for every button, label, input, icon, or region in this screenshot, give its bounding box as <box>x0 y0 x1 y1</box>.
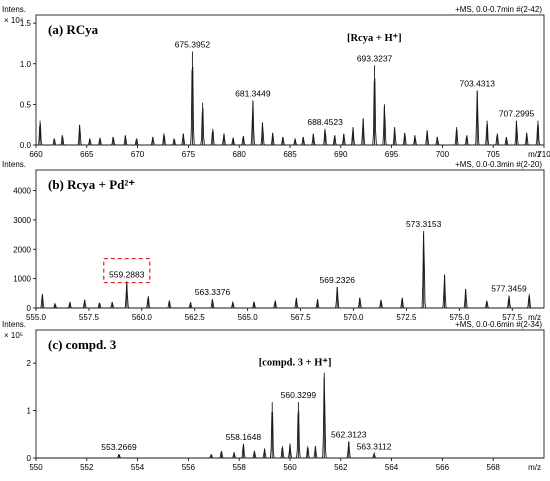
y-tick-label: 2 <box>27 359 32 368</box>
x-tick-label: 568 <box>487 463 501 472</box>
x-tick-label: 555.0 <box>26 313 47 322</box>
x-tick-label: 705 <box>487 150 501 159</box>
x-tick-label: 558 <box>233 463 247 472</box>
x-axis-unit: m/z <box>528 463 541 472</box>
acquisition-info: +MS, 0.0-0.7min #(2-42) <box>455 5 542 14</box>
peak-label: 573.3153 <box>406 219 442 229</box>
peak-label: 553.2669 <box>101 442 137 452</box>
ion-annotation: [Rcya + H⁺] <box>347 33 402 44</box>
x-tick-label: 562 <box>334 463 348 472</box>
x-tick-label: 700 <box>436 150 450 159</box>
x-tick-label: 660 <box>29 150 43 159</box>
peak-label: 688.4523 <box>307 117 343 127</box>
highlight-box <box>103 257 151 284</box>
spectrum-panel-b: Intens. +MS, 0.0-0.3min #(2-20) (b) Rcya +… <box>2 160 545 322</box>
x-tick-label: 710 <box>537 150 550 159</box>
x-tick-label: 680 <box>233 150 247 159</box>
y-tick-label: 0 <box>27 454 32 463</box>
x-tick-label: 550 <box>29 463 43 472</box>
y-axis-exponent: × 10⁵ <box>4 331 23 340</box>
peak-label: 560.3299 <box>281 390 317 400</box>
acquisition-info: +MS, 0.0-0.6min #(2-34) <box>455 320 542 329</box>
y-tick-label: 0.5 <box>20 100 32 109</box>
x-tick-label: 685 <box>283 150 297 159</box>
panel-title: (c) compd. 3 <box>48 337 117 352</box>
spectrum-panel-c: Intens. × 10⁵ +MS, 0.0-0.6min #(2-34) (c) c… <box>2 320 545 472</box>
x-tick-label: 565.0 <box>238 313 259 322</box>
x-tick-label: 562.5 <box>185 313 206 322</box>
x-tick-label: 670 <box>131 150 145 159</box>
x-tick-label: 575.0 <box>449 313 470 322</box>
y-tick-label: 2000 <box>13 245 31 254</box>
x-tick-label: 557.5 <box>79 313 100 322</box>
y-axis-label: Intens. <box>2 5 26 14</box>
x-tick-label: 567.5 <box>291 313 312 322</box>
x-tick-label: 690 <box>334 150 348 159</box>
y-tick-label: 4000 <box>13 187 31 196</box>
peak-label: 569.2326 <box>320 275 356 285</box>
y-axis-label: Intens. <box>2 320 26 329</box>
peak-label: 563.3112 <box>357 441 392 451</box>
peak-label: 681.3449 <box>235 88 271 98</box>
x-tick-label: 665 <box>80 150 94 159</box>
y-tick-label: 3000 <box>13 216 31 225</box>
y-tick-label: 1.5 <box>20 19 32 28</box>
x-tick-label: 552 <box>80 463 94 472</box>
y-axis-label: Intens. <box>2 160 26 169</box>
ion-annotation: [compd. 3 + H⁺] <box>259 358 332 369</box>
panel-title: (a) RCya <box>48 22 99 37</box>
peak-label: 562.3123 <box>331 429 367 439</box>
peak-label: 559.2883 <box>109 270 145 280</box>
x-tick-label: 675 <box>182 150 196 159</box>
peak-label: 693.3237 <box>357 53 393 63</box>
x-tick-label: 560 <box>283 463 297 472</box>
x-tick-label: 554 <box>131 463 145 472</box>
y-tick-label: 0 <box>27 304 32 313</box>
panel-title: (b) Rcya + Pd²⁺ <box>48 177 135 192</box>
y-tick-label: 0.0 <box>20 141 32 150</box>
x-tick-label: 570.0 <box>343 313 364 322</box>
x-tick-label: 566 <box>436 463 450 472</box>
x-tick-label: 695 <box>385 150 399 159</box>
x-tick-label: 572.5 <box>396 313 417 322</box>
y-tick-label: 1000 <box>13 275 31 284</box>
peak-label: 707.2995 <box>499 109 535 119</box>
x-tick-label: 556 <box>182 463 196 472</box>
x-tick-label: 560.0 <box>132 313 153 322</box>
spectrum-panel-a: Intens. × 10⁴ +MS, 0.0-0.7min #(2-42) (a) R… <box>2 5 550 159</box>
peak-label: 577.3459 <box>491 284 527 294</box>
acquisition-info: +MS, 0.0-0.3min #(2-20) <box>455 160 542 169</box>
spectrum-trace <box>36 66 544 146</box>
x-axis-unit: m/z <box>528 313 541 322</box>
y-axis-exponent: × 10⁴ <box>4 16 24 25</box>
peak-label: 563.3376 <box>195 287 231 297</box>
x-tick-label: 577.5 <box>502 313 523 322</box>
y-tick-label: 1.0 <box>20 60 32 69</box>
peak-label: 675.3952 <box>175 40 211 50</box>
spectrum-trace <box>36 233 544 309</box>
peak-label: 703.4313 <box>460 79 496 89</box>
y-tick-label: 1 <box>27 407 32 416</box>
x-axis-unit: m/z <box>528 150 541 159</box>
peak-label: 558.1648 <box>226 432 262 442</box>
x-tick-label: 564 <box>385 463 399 472</box>
